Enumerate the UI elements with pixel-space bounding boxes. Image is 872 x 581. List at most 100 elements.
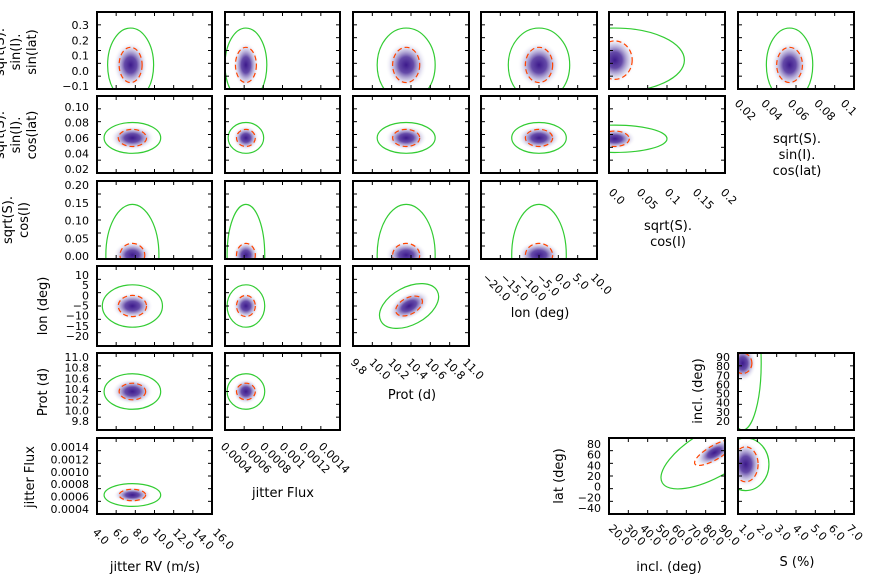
outer-contour-b-jfl xyxy=(227,121,265,154)
xtick-cosl-3: 0.08 xyxy=(811,97,838,124)
ylabel-h: lat (deg) xyxy=(552,448,567,503)
density-b-jrv xyxy=(110,125,155,151)
ylabel-d: lon (deg) xyxy=(36,277,51,336)
ytick-g-7: 20 xyxy=(716,415,730,428)
frame-a-prot xyxy=(352,11,470,90)
inner-contour-g-S xyxy=(738,353,753,375)
xtick-S-2: 3.0 xyxy=(772,522,794,544)
density-a-cosI xyxy=(609,37,636,84)
ylabel-b-1: sin(I). xyxy=(9,117,24,154)
panel-a-cosl xyxy=(737,11,855,90)
outer-contour-d-jrv xyxy=(101,284,164,328)
frame-b-jfl xyxy=(224,95,341,174)
ylabel-c-0: sqrt(S). xyxy=(1,196,16,244)
ytick-d-0: 10 xyxy=(75,269,89,282)
xtick-jrv-5: 14.0 xyxy=(190,526,217,553)
panel-c-jfl xyxy=(224,180,341,260)
ytick-c-2: 0.10 xyxy=(65,215,90,228)
panel-c-jrv xyxy=(96,180,213,260)
inner-contour-a-jrv xyxy=(118,46,143,84)
inner-contour-a-prot xyxy=(392,46,421,84)
xlabel-lon: lon (deg) xyxy=(511,306,570,321)
inner-contour-c-jrv xyxy=(119,242,146,259)
inner-contour-e-jfl xyxy=(235,382,256,401)
xlabel-cosI-0: sqrt(S). xyxy=(644,219,692,234)
outer-contour-a-cosl xyxy=(765,27,814,89)
panel-b-jfl xyxy=(224,95,341,174)
xtick-jrv-3: 10.0 xyxy=(150,526,177,553)
outer-contour-c-lon xyxy=(511,203,567,259)
outer-contour-b-jrv xyxy=(103,121,162,154)
xtick-S-1: 2.0 xyxy=(754,522,776,544)
ylabel-g: incl. (deg) xyxy=(691,358,706,424)
frame-a-cosl xyxy=(737,11,855,90)
panel-b-jrv xyxy=(96,95,213,174)
panel-e-jfl xyxy=(224,352,341,431)
inner-contour-a-lon xyxy=(524,46,554,84)
ytick-b-2: 0.06 xyxy=(65,132,90,145)
panel-d-jfl xyxy=(224,265,341,347)
inner-contour-f-jrv xyxy=(118,488,147,502)
panel-a-prot xyxy=(352,11,470,90)
frame-b-jrv xyxy=(96,95,213,174)
xlabel-cosl-1: sin(I). xyxy=(779,148,816,163)
frame-d-jfl xyxy=(224,265,341,347)
frame-a-cosI xyxy=(608,11,726,90)
inner-contour-e-jrv xyxy=(118,382,147,401)
ytick-f-2: 0.0010 xyxy=(51,466,90,479)
inner-contour-b-prot xyxy=(392,128,421,148)
density-a-jfl xyxy=(232,41,260,89)
outer-contour-a-cosI xyxy=(609,27,685,89)
ytick-d-3: −5 xyxy=(73,300,89,313)
density-b-cosI xyxy=(609,128,636,150)
density-a-prot xyxy=(385,41,428,89)
panel-e-jrv xyxy=(96,352,213,431)
ytick-d-1: 5 xyxy=(82,279,89,292)
inner-contour-d-jrv xyxy=(117,294,148,318)
outer-contour-b-lon xyxy=(511,121,567,154)
density-c-lon xyxy=(517,241,561,259)
panel-c-lon xyxy=(480,180,598,260)
inner-contour-b-cosI xyxy=(609,130,630,148)
ytick-a-2: 0.1 xyxy=(72,50,90,63)
ytick-e-6: 9.8 xyxy=(72,415,90,428)
frame-e-jrv xyxy=(96,352,213,431)
frame-g-S xyxy=(737,352,855,431)
ylabel-a-0: sqrt(S). xyxy=(0,28,8,76)
panel-a-jfl xyxy=(224,11,341,90)
panel-b-cosI xyxy=(608,95,726,174)
ytick-g-6: 30 xyxy=(716,406,730,419)
ylabel-f: jitter Flux xyxy=(23,446,38,509)
ytick-g-0: 90 xyxy=(716,351,730,364)
xtick-S-4: 5.0 xyxy=(808,522,830,544)
ytick-h-1: 60 xyxy=(587,449,601,462)
inner-contour-a-cosI xyxy=(609,40,633,80)
ytick-h-2: 40 xyxy=(587,459,601,472)
inner-contour-a-cosl xyxy=(776,46,804,84)
xlabel-incl: incl. (deg) xyxy=(636,560,702,575)
ytick-a-3: 0.0 xyxy=(72,65,90,78)
outer-contour-f-jrv xyxy=(103,483,162,508)
ytick-f-4: 0.0006 xyxy=(51,491,90,504)
xtick-jrv-6: 16.0 xyxy=(210,526,237,553)
xtick-lon-6: 10.0 xyxy=(588,271,615,298)
frame-d-jrv xyxy=(96,265,213,347)
xlabel-cosl-0: sqrt(S). xyxy=(773,132,821,147)
xlabel-cosl-2: cos(lat) xyxy=(773,164,822,179)
frame-c-jrv xyxy=(96,180,213,260)
density-b-lon xyxy=(517,125,561,151)
density-h-S xyxy=(738,441,763,488)
frame-a-jrv xyxy=(96,11,213,90)
frame-a-jfl xyxy=(224,11,341,90)
outer-contour-b-prot xyxy=(376,121,436,154)
panel-b-lon xyxy=(480,95,598,174)
outer-contour-a-jfl xyxy=(225,27,268,89)
density-d-jfl xyxy=(232,292,260,320)
frame-b-lon xyxy=(480,95,598,174)
frame-h-incl xyxy=(608,437,726,515)
ytick-h-4: 0 xyxy=(594,481,601,494)
outer-contour-d-prot xyxy=(378,283,440,329)
ytick-g-5: 40 xyxy=(716,397,730,410)
frame-h-S xyxy=(737,437,855,515)
